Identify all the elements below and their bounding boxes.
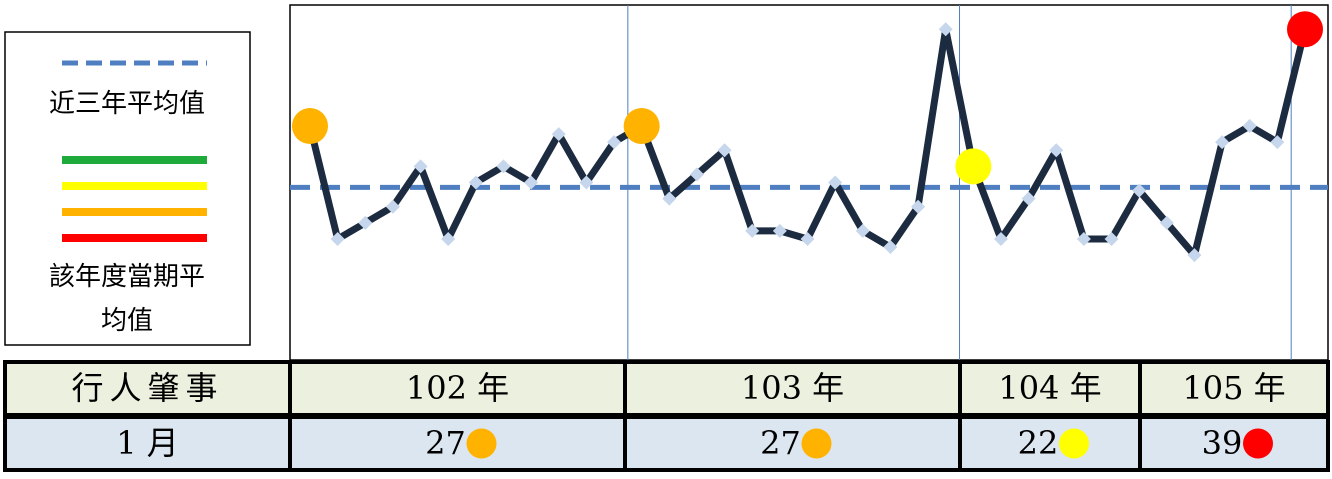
data-point xyxy=(330,231,345,246)
data-point xyxy=(1159,215,1174,230)
highlight-point xyxy=(292,108,328,145)
data-point xyxy=(358,215,373,230)
data-point xyxy=(1021,191,1036,206)
data-point xyxy=(993,231,1008,246)
data-point xyxy=(385,199,400,214)
table-header: 105 年 xyxy=(1182,369,1285,407)
data-point xyxy=(551,127,566,142)
table-header: 103 年 xyxy=(741,369,844,407)
data-point xyxy=(800,231,815,246)
data-point xyxy=(828,175,843,190)
data-point xyxy=(607,135,622,150)
data-point xyxy=(1076,231,1091,246)
data-point xyxy=(911,199,926,214)
table-row-bg xyxy=(5,417,1328,470)
data-point xyxy=(1104,231,1119,246)
table-cell-text: 27 xyxy=(425,424,466,462)
table-cell-text: 22 xyxy=(1018,424,1059,462)
data-point xyxy=(745,223,760,238)
table-header: 102 年 xyxy=(406,369,509,407)
data-point xyxy=(413,159,428,174)
data-point xyxy=(1132,183,1147,198)
data-point xyxy=(579,175,594,190)
data-point xyxy=(855,223,870,238)
table-header: 104 年 xyxy=(998,369,1101,407)
table-cell-text: 39 xyxy=(1202,424,1243,462)
data-point xyxy=(1215,135,1230,150)
plot-frame xyxy=(289,4,1329,361)
legend-label-line: 該年度當期平 xyxy=(49,262,205,292)
data-line xyxy=(306,25,1309,259)
table-color-dot xyxy=(801,428,832,459)
data-point xyxy=(938,22,953,37)
data-point xyxy=(1242,119,1257,134)
data-point xyxy=(496,159,511,174)
table-color-dot xyxy=(466,428,497,459)
data-point xyxy=(441,231,456,246)
table-cell-text: 1 月 xyxy=(116,424,179,462)
data-point xyxy=(1187,248,1202,263)
data-point xyxy=(524,175,539,190)
highlight-point xyxy=(623,108,660,145)
table-row-bg xyxy=(5,362,1328,415)
data-point xyxy=(662,191,677,206)
data-point xyxy=(468,175,483,190)
data-point xyxy=(883,240,898,255)
legend-label: 近三年平均值 xyxy=(49,89,205,119)
data-point xyxy=(1049,143,1064,158)
data-point xyxy=(689,167,704,182)
table-cell-text: 27 xyxy=(760,424,801,462)
highlight-point xyxy=(1287,11,1323,48)
highlight-point xyxy=(955,148,992,185)
table-cell xyxy=(1138,415,1330,472)
table-color-dot xyxy=(1059,428,1089,459)
data-point xyxy=(1270,135,1285,150)
legend-label-line: 均值 xyxy=(101,306,153,336)
table-color-dot xyxy=(1243,428,1273,459)
legend-label: 該年度當期平均值 xyxy=(49,262,205,336)
data-point xyxy=(772,223,787,238)
table-header: 行人肇事 xyxy=(71,369,223,407)
data-point xyxy=(717,143,732,158)
